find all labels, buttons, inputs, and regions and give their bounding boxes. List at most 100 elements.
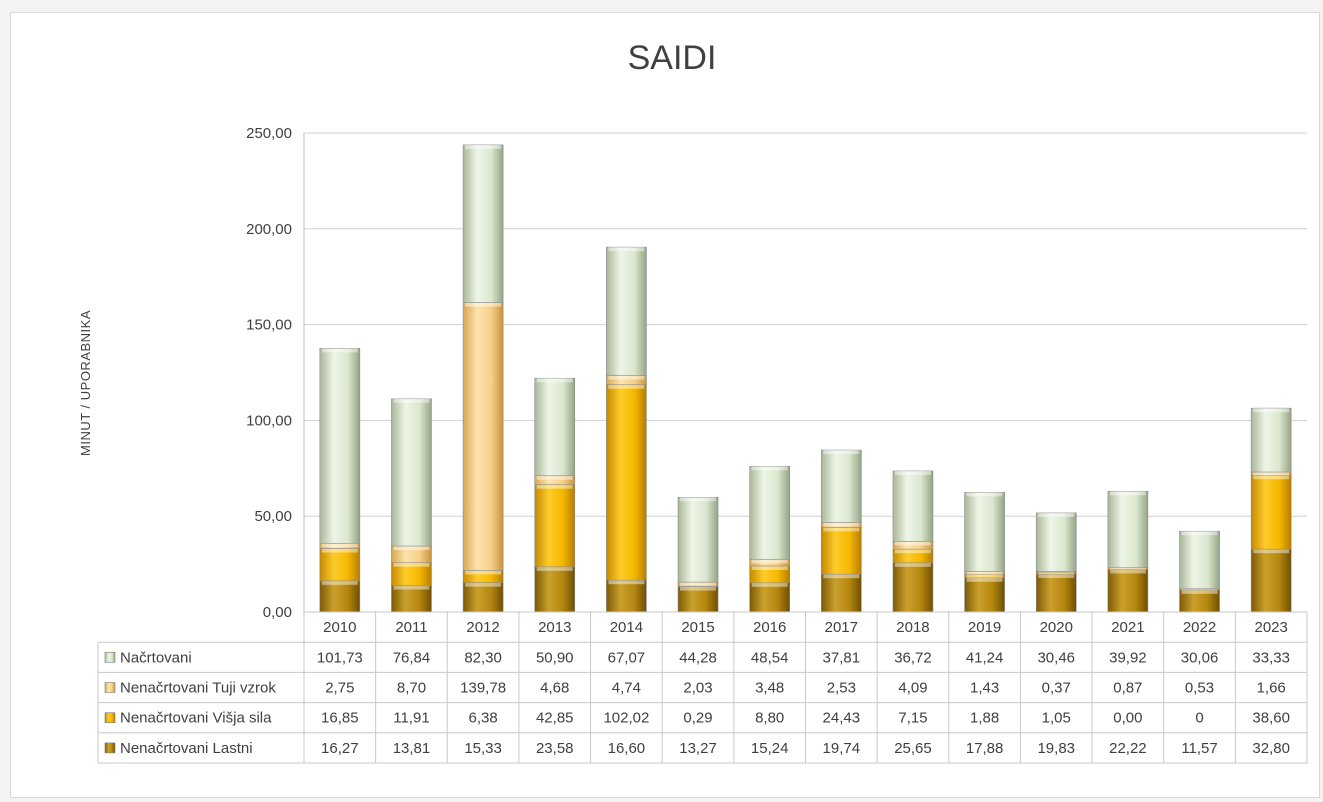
bar-bevel — [1253, 472, 1290, 476]
chart-title: SAIDI — [628, 39, 717, 77]
data-label-nacrtovani-2018: 36,72 — [894, 649, 932, 666]
bar-nacrtovani-2021 — [1107, 490, 1149, 569]
stacked-bar-chart: SAIDI MINUT / UPORABNIKA 0,00 50,00 100,00… — [78, 39, 1308, 764]
bar-bevel — [465, 582, 502, 587]
bar-nacrtovani-2012 — [462, 144, 504, 303]
bars — [319, 144, 1292, 613]
bar-bevel — [465, 144, 502, 149]
data-label-nenacrtovani-tuji-vzrok-2015: 2,03 — [683, 680, 712, 697]
bar-nenacrtovani-lastni-2019 — [964, 577, 1005, 613]
data-label-nacrtovani-2010: 101,73 — [317, 649, 363, 666]
bar-bevel — [894, 562, 931, 567]
data-label-nenacrtovani-tuji-vzrok-2021: 0,87 — [1113, 680, 1142, 697]
bar-bevel — [680, 497, 717, 502]
data-label-nenacrtovani-tuji-vzrok-2010: 2,75 — [325, 680, 354, 697]
bar-bevel — [1038, 574, 1075, 579]
data-label-nenacrtovani-lastni-2011: 13,81 — [393, 740, 431, 757]
data-label-nenacrtovani-lastni-2021: 22,22 — [1109, 740, 1147, 757]
data-label-nenacrtovani-visja-sila-2012: 6,38 — [469, 710, 498, 727]
bar-bevel — [966, 574, 1003, 578]
data-label-nenacrtovani-tuji-vzrok-2013: 4,68 — [540, 680, 569, 697]
bar-nacrtovani-2019 — [964, 492, 1005, 572]
bar-bevel — [536, 484, 573, 489]
data-table: 2010 2011 2012 2013 2014 2015 2016 2017 2018 2019… — [97, 611, 1308, 764]
bar-nenacrtovani-tuji-vzrok-2012 — [462, 302, 504, 571]
data-label-nenacrtovani-visja-sila-2021: 0,00 — [1113, 710, 1142, 727]
data-label-nenacrtovani-visja-sila-2020: 1,05 — [1042, 710, 1071, 727]
data-label-nenacrtovani-visja-sila-2014: 102,02 — [603, 710, 649, 727]
data-label-nacrtovani-2021: 39,92 — [1109, 649, 1147, 666]
bar-bevel — [608, 375, 645, 380]
bar-nenacrtovani-visja-sila-2014 — [606, 384, 647, 581]
bar-bevel — [894, 541, 931, 546]
x-tick-label: 2019 — [968, 619, 1001, 636]
bar-nenacrtovani-lastni-2018 — [892, 562, 934, 613]
bar-bevel — [680, 586, 717, 591]
bar-nacrtovani-2017 — [821, 449, 862, 523]
bar-bevel — [823, 450, 860, 455]
x-tick-label: 2023 — [1254, 619, 1287, 636]
data-label-nenacrtovani-visja-sila-2016: 8,80 — [755, 710, 784, 727]
bar-bevel — [894, 470, 931, 475]
bar-nenacrtovani-lastni-2013 — [534, 566, 576, 613]
bar-bevel — [321, 548, 358, 553]
data-label-nenacrtovani-lastni-2013: 23,58 — [536, 740, 574, 757]
bar-bevel — [823, 574, 860, 579]
data-label-nenacrtovani-visja-sila-2011: 11,91 — [393, 710, 429, 727]
legend-label-nenacrtovani-lastni: Nenačrtovani Lastni — [120, 740, 253, 757]
data-label-nenacrtovani-lastni-2012: 15,33 — [464, 740, 502, 757]
data-label-nenacrtovani-tuji-vzrok-2018: 4,09 — [898, 680, 927, 697]
x-tick-label: 2021 — [1111, 619, 1144, 636]
x-tick-label: 2013 — [538, 619, 571, 636]
data-label-nacrtovani-2013: 50,90 — [536, 649, 574, 666]
data-label-nenacrtovani-tuji-vzrok-2016: 3,48 — [755, 680, 784, 697]
data-label-nenacrtovani-tuji-vzrok-2020: 0,37 — [1042, 680, 1071, 697]
data-label-nenacrtovani-lastni-2018: 25,65 — [894, 740, 932, 757]
data-label-nenacrtovani-lastni-2022: 11,57 — [1181, 740, 1217, 757]
data-label-nenacrtovani-lastni-2014: 16,60 — [608, 740, 646, 757]
data-label-nacrtovani-2023: 33,33 — [1252, 649, 1290, 666]
data-label-nenacrtovani-visja-sila-2019: 1,88 — [970, 710, 999, 727]
bar-bevel — [680, 582, 717, 587]
data-label-nenacrtovani-visja-sila-2023: 38,60 — [1252, 710, 1290, 727]
bar-nacrtovani-2016 — [749, 465, 790, 560]
data-label-nacrtovani-2019: 41,24 — [966, 649, 1004, 666]
data-label-nenacrtovani-lastni-2016: 15,24 — [751, 740, 789, 757]
bar-nenacrtovani-lastni-2017 — [821, 573, 862, 613]
bar-bevel — [1109, 569, 1146, 574]
gridlines — [303, 132, 1307, 613]
bar-bevel — [536, 378, 573, 383]
bar-bevel — [608, 580, 645, 585]
legend-key-nenacrtovani-tuji-vzrok — [104, 682, 116, 693]
bar-nacrtovani-2023 — [1250, 407, 1292, 473]
bar-bevel — [966, 571, 1003, 575]
x-tick-label: 2010 — [323, 619, 356, 636]
bar-bevel — [393, 585, 430, 590]
data-label-nenacrtovani-lastni-2017: 19,74 — [823, 740, 861, 757]
bar-bevel — [465, 302, 502, 307]
bar-nenacrtovani-lastni-2021 — [1107, 569, 1149, 613]
data-label-nenacrtovani-tuji-vzrok-2011: 8,70 — [397, 680, 426, 697]
bar-nenacrtovani-visja-sila-2023 — [1250, 474, 1292, 550]
data-label-nenacrtovani-tuji-vzrok-2023: 1,66 — [1257, 680, 1286, 697]
y-axis-ticks: 0,00 50,00 100,00 150,00 200,00 250,00 — [246, 125, 292, 621]
x-tick-label: 2015 — [681, 619, 714, 636]
bar-nacrtovani-2018 — [892, 470, 934, 542]
legend-key-nacrtovani — [104, 651, 116, 663]
legend-label-nenacrtovani-visja-sila: Nenačrtovani Višja sila — [120, 710, 272, 727]
data-label-nenacrtovani-lastni-2023: 32,80 — [1252, 740, 1290, 757]
bar-bevel — [751, 565, 788, 570]
bar-bevel — [321, 580, 358, 585]
data-label-nacrtovani-2016: 48,54 — [751, 649, 789, 666]
bar-bevel — [1038, 571, 1075, 572]
data-label-nenacrtovani-visja-sila-2022: 0 — [1195, 710, 1203, 727]
bar-bevel — [1253, 475, 1290, 480]
bar-bevel — [1253, 549, 1290, 554]
data-label-nacrtovani-2015: 44,28 — [679, 649, 717, 666]
y-tick-label: 0,00 — [263, 604, 292, 621]
legend-key-nenacrtovani-visja-sila — [104, 712, 116, 724]
data-label-nenacrtovani-lastni-2010: 16,27 — [321, 740, 359, 757]
data-label-nenacrtovani-visja-sila-2018: 7,15 — [898, 710, 927, 727]
bar-bevel — [1253, 408, 1290, 413]
x-tick-label: 2017 — [825, 619, 858, 636]
